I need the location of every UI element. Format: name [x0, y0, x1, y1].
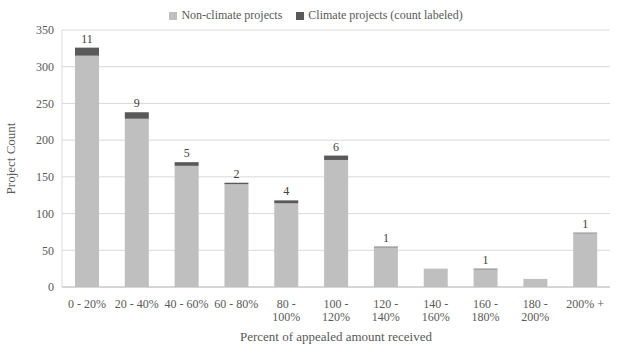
svg-text:180 -200%: 180 -200% [521, 297, 549, 324]
svg-text:2: 2 [233, 167, 239, 181]
svg-text:6: 6 [333, 140, 339, 154]
svg-text:140 -160%: 140 -160% [422, 297, 450, 324]
svg-text:11: 11 [81, 32, 93, 46]
svg-text:100 -120%: 100 -120% [322, 297, 350, 324]
svg-text:160 -180%: 160 -180% [471, 297, 499, 324]
svg-text:0: 0 [48, 280, 54, 294]
svg-text:0 - 20%: 0 - 20% [68, 297, 106, 311]
svg-text:60 - 80%: 60 - 80% [214, 297, 258, 311]
svg-text:200: 200 [36, 133, 54, 147]
svg-text:5: 5 [184, 146, 190, 160]
html-text:Climate projects (count labele: Climate projects (count labeled) [308, 8, 463, 22]
html-text:Non-climate projects: Non-climate projects [181, 8, 283, 22]
svg-text:50: 50 [42, 244, 54, 258]
svg-text:100: 100 [36, 207, 54, 221]
svg-text:1: 1 [582, 217, 588, 231]
svg-text:120 -140%: 120 -140% [372, 297, 400, 324]
svg-text:200% +: 200% + [566, 297, 604, 311]
svg-text:40 - 60%: 40 - 60% [165, 297, 209, 311]
svg-text:1: 1 [483, 253, 489, 267]
svg-text:Percent of appealed amount rec: Percent of appealed amount received [240, 329, 433, 344]
svg-text:1: 1 [383, 231, 389, 245]
svg-text:250: 250 [36, 97, 54, 111]
svg-text:4: 4 [283, 184, 289, 198]
svg-text:20 - 40%: 20 - 40% [115, 297, 159, 311]
svg-text:150: 150 [36, 170, 54, 184]
svg-text:300: 300 [36, 60, 54, 74]
svg-text:9: 9 [134, 96, 140, 110]
svg-text:Project Count: Project Count [8, 122, 18, 194]
svg-text:350: 350 [36, 23, 54, 37]
svg-text:80 -100%: 80 -100% [272, 297, 300, 324]
